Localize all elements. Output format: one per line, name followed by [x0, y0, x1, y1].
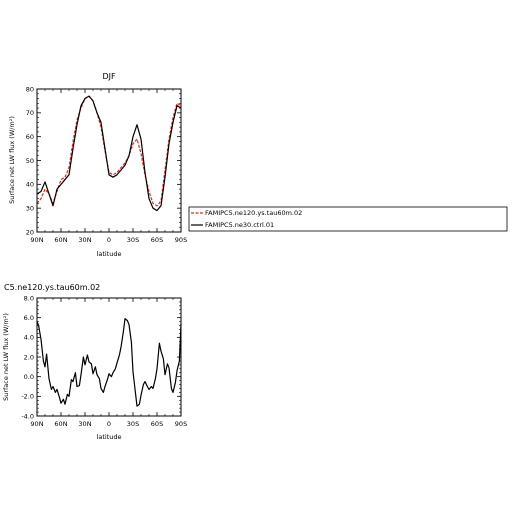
panel-bottom-xtick-label: 60N — [54, 420, 67, 428]
panel-bottom-xtick-label: 90N — [30, 420, 43, 428]
panel-top-ylabel: Surface net LW flux (W/m²) — [8, 116, 16, 204]
panel-bottom-ytick-label: 6.0 — [24, 314, 34, 322]
panel-top-xtick-label: 90N — [30, 236, 43, 244]
panel-bottom-ytick-label: 2.0 — [24, 353, 34, 361]
panel-bottom: C5.ne120.ys.tau60m.02 90N 60N 30N 0 30S 60S 90… — [2, 283, 187, 441]
legend-label-0: FAMIPC5.ne120.ys.tau60m.02 — [205, 209, 302, 217]
panel-bottom-title: C5.ne120.ys.tau60m.02 — [4, 283, 100, 292]
panel-top-xtick-label: 30S — [127, 236, 139, 244]
panel-top-series — [36, 95, 182, 212]
panel-top-ytick-label: 80 — [26, 85, 34, 93]
panel-bottom-series — [36, 318, 182, 407]
legend: FAMIPC5.ne120.ys.tau60m.02 FAMIPC5.ne30.… — [188, 206, 508, 232]
panel-top-ytick-label: 70 — [26, 109, 34, 117]
panel-top-ytick-label: 60 — [26, 133, 34, 141]
panel-bottom-xtick-label: 90S — [175, 420, 187, 428]
panel-bottom-ytick-label: -4.0 — [21, 412, 34, 420]
panel-top-ytick-label: 30 — [26, 204, 34, 212]
panel-bottom-xlabel: latitude — [97, 433, 122, 441]
panel-bottom-ytick-label: 0.0 — [24, 373, 34, 381]
panel-top-series-1 — [36, 95, 182, 212]
panel-top-series-0 — [36, 95, 182, 207]
panel-top-frame — [36, 88, 182, 233]
legend-box — [188, 206, 508, 232]
panel-top-xtick-label: 90S — [175, 236, 187, 244]
panel-top-xtick-label: 0 — [107, 236, 111, 244]
panel-top-ytick-label: 50 — [26, 157, 34, 165]
panel-top-ytick-label: 40 — [26, 181, 34, 189]
panel-top-ytick-label: 20 — [26, 228, 34, 236]
panel-bottom-ytick-label: -2.0 — [21, 393, 34, 401]
panel-bottom-ylabel: Surface net LW flux (W/m²) — [2, 313, 10, 401]
panel-bottom-series-0 — [36, 318, 182, 407]
panel-top-title: DJF — [102, 72, 116, 81]
panel-bottom-frame — [36, 297, 182, 417]
panel-top-xlabel: latitude — [97, 250, 122, 258]
panel-top-xtick-label: 60N — [54, 236, 67, 244]
panel-top-ticks: 90N 60N 30N 0 30S 60S 90S 20 30 40 50 60 70 80 — [26, 85, 187, 244]
legend-label-1: FAMIPC5.ne30.ctrl.01 — [205, 221, 274, 229]
panel-bottom-xtick-label: 60S — [151, 420, 163, 428]
panel-top-xtick-label: 60S — [151, 236, 163, 244]
panel-top-xtick-label: 30N — [78, 236, 91, 244]
panel-top: DJF 90N 60N 30N 0 30S 60S 90S 20 30 40 50 60 70 80 la… — [8, 72, 187, 258]
panel-bottom-xtick-label: 30N — [78, 420, 91, 428]
panel-bottom-ytick-label: 8.0 — [24, 294, 34, 302]
panel-bottom-ytick-label: 4.0 — [24, 334, 34, 342]
panel-bottom-xtick-label: 30S — [127, 420, 139, 428]
panel-bottom-xtick-label: 0 — [107, 420, 111, 428]
